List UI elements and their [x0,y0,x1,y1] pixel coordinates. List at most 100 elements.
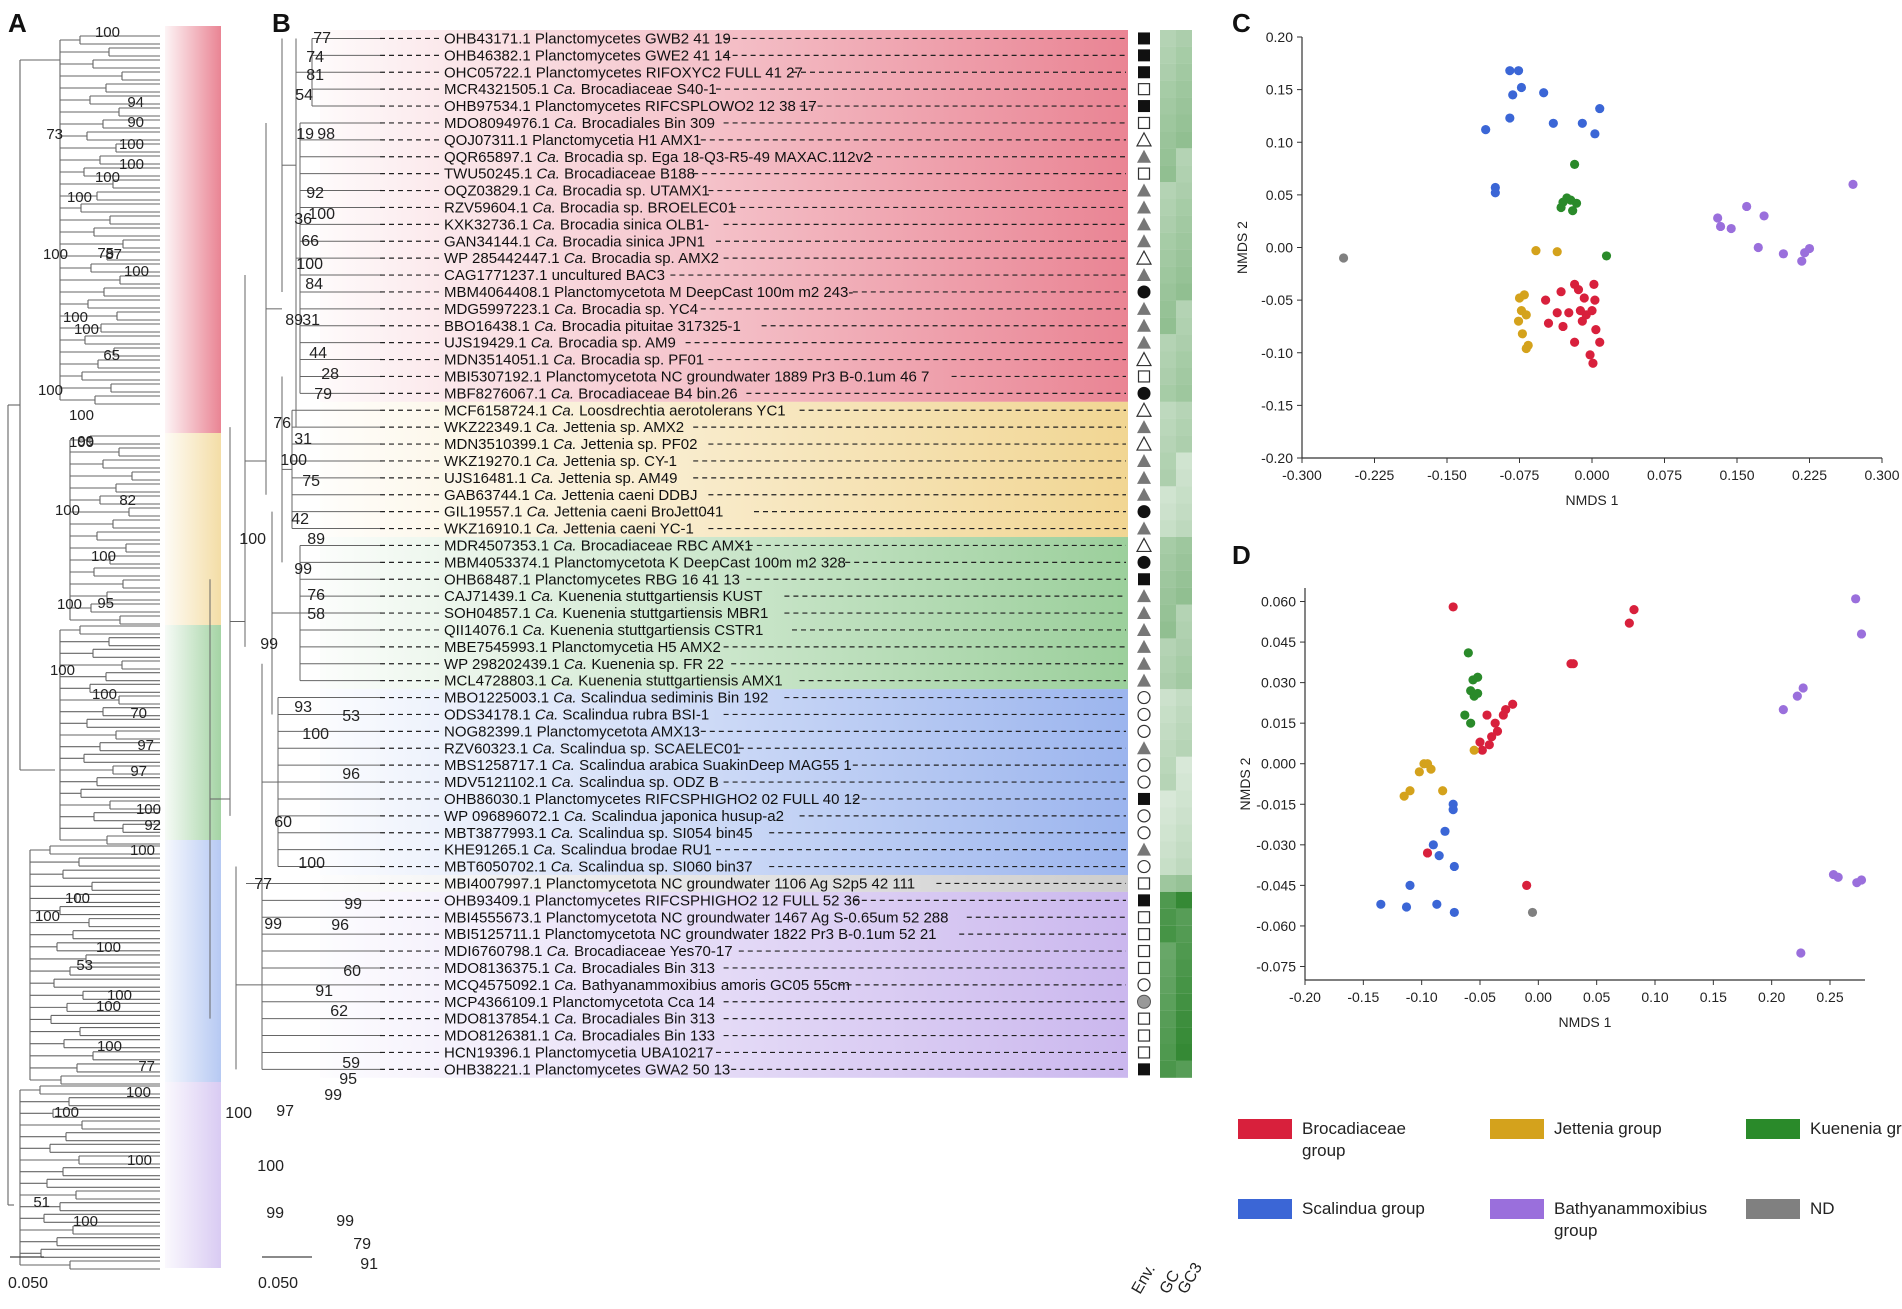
gc-cell [1160,368,1176,385]
bathyanammoxibius-point [1857,629,1866,638]
env-square-open [1139,962,1150,973]
env-square-open [1139,117,1150,128]
bootstrap-value: 74 [306,49,324,66]
brocadiaceae-point [1553,308,1562,317]
y-tick-label: -0.030 [1256,837,1296,853]
gc3-cell [1176,98,1192,115]
bootstrap-value: 100 [96,939,121,956]
bootstrap-value: 99 [266,1205,284,1222]
gc-cell [1160,199,1176,216]
gc-cell [1160,791,1176,808]
bootstrap-value: 99 [294,561,312,578]
x-tick-label: 0.25 [1816,989,1843,1005]
taxon-label: OHB68487.1 Planctomycetes RBG 16 41 13 [444,571,740,588]
env-triangle-open [1137,538,1151,551]
bathyanammoxibius-point [1713,213,1722,222]
clade-band-bathyanammoxibius [165,1082,221,1268]
bathyanammoxibius-point [1857,875,1866,884]
scalindua-point [1578,119,1587,128]
bootstrap-value: 99 [336,1213,354,1230]
gc-cell [1160,317,1176,334]
env-triangle-filled [1137,319,1151,332]
gc3-cell [1176,436,1192,453]
gc3-cell [1176,588,1192,605]
taxon-label: MBI4555673.1 Planctomycetota NC groundwa… [444,909,949,926]
gc3-cell [1176,284,1192,301]
bathyanammoxibius-point [1716,222,1725,231]
jettenia-point [1518,329,1527,338]
bootstrap-value: 97 [137,737,154,754]
bootstrap-value: 65 [103,347,120,364]
bootstrap-value: 100 [119,156,144,173]
env-triangle-filled [1137,302,1151,315]
env-square-open [1139,371,1150,382]
kuenenia-point [1464,648,1473,657]
legend-item-brocadiaceae: Brocadiaceae group [1238,1118,1442,1162]
scalindua-point [1491,188,1500,197]
bootstrap-value: 77 [138,1058,155,1075]
gc-cell [1160,706,1176,723]
env-square-open [1139,878,1150,889]
env-triangle-filled [1137,150,1151,163]
gc-cell [1160,605,1176,622]
gc3-cell [1176,622,1192,639]
env-triangle-open [1137,133,1151,146]
gc3-cell [1176,960,1192,977]
bootstrap-value: 76 [273,415,291,432]
scalindua-point [1432,900,1441,909]
env-square-filled [1138,66,1150,78]
jettenia-point [1470,746,1479,755]
taxon-label: MDI6760798.1 Ca. Brocadiaceae Yes70-17 [444,943,733,960]
x-tick-label: 0.10 [1641,989,1668,1005]
gc-cell [1160,774,1176,791]
taxon-label: MCP4366109.1 Planctomycetota Cca 14 [444,994,715,1011]
bathyanammoxibius-point [1793,692,1802,701]
gc3-cell [1176,807,1192,824]
legend-swatch [1490,1199,1544,1219]
gc3-cell [1176,300,1192,317]
bootstrap-value: 100 [50,662,75,679]
figure-canvas: 10094907310010010010087100 75100100100651… [0,0,1902,1309]
bootstrap-value: 51 [33,1194,50,1211]
nd-point [1528,908,1537,917]
jettenia-point [1522,310,1531,319]
brocadiaceae-point [1595,338,1604,347]
bootstrap-value: 100 [257,1158,284,1175]
gc-cell [1160,115,1176,132]
nd-point [1339,253,1348,262]
taxon-label: MDN3514051.1 Ca. Brocadia sp. PF01 [444,352,704,369]
gc-cell [1160,689,1176,706]
gc-cell [1160,81,1176,98]
bootstrap-value: 75 [302,473,320,490]
y-tick-label: 0.030 [1261,675,1296,691]
gc-cell [1160,926,1176,943]
gc-cell [1160,469,1176,486]
bootstrap-value: 100 [91,548,116,565]
bathyanammoxibius-point [1779,705,1788,714]
y-tick-label: -0.075 [1256,958,1296,974]
scalindua-point [1590,129,1599,138]
bootstrap-value: 28 [321,366,339,383]
env-circle-open [1138,759,1150,771]
taxon-label: MCL4728803.1 Ca. Kuenenia stuttgartiensi… [444,673,783,690]
gc3-cell [1176,909,1192,926]
env-triangle-filled [1137,522,1151,535]
taxon-label: MDO8136375.1 Ca. Brocadiales Bin 313 [444,960,715,977]
gc3-cell [1176,453,1192,470]
jettenia-point [1426,765,1435,774]
legend-swatch [1746,1119,1800,1139]
bootstrap-value: 100 [97,1038,122,1055]
x-tick-label: -0.300 [1282,467,1322,483]
taxon-label: GIL19557.1 Ca. Jettenia caeni BroJett041 [444,504,723,521]
kuenenia-point [1466,719,1475,728]
gc3-cell [1176,503,1192,520]
gc3-cell [1176,841,1192,858]
gc3-cell [1176,47,1192,64]
x-tick-label: 0.150 [1719,467,1754,483]
gc-cell [1160,233,1176,250]
gc-cell [1160,943,1176,960]
y-tick-label: 0.20 [1266,29,1293,45]
bootstrap-value: 70 [130,705,147,722]
panel-c-nmds-plot: -0.300 -0.225 -0.150 -0.075 0.000 0.075 0.150 0… [1234,29,1900,508]
gc-cell [1160,858,1176,875]
